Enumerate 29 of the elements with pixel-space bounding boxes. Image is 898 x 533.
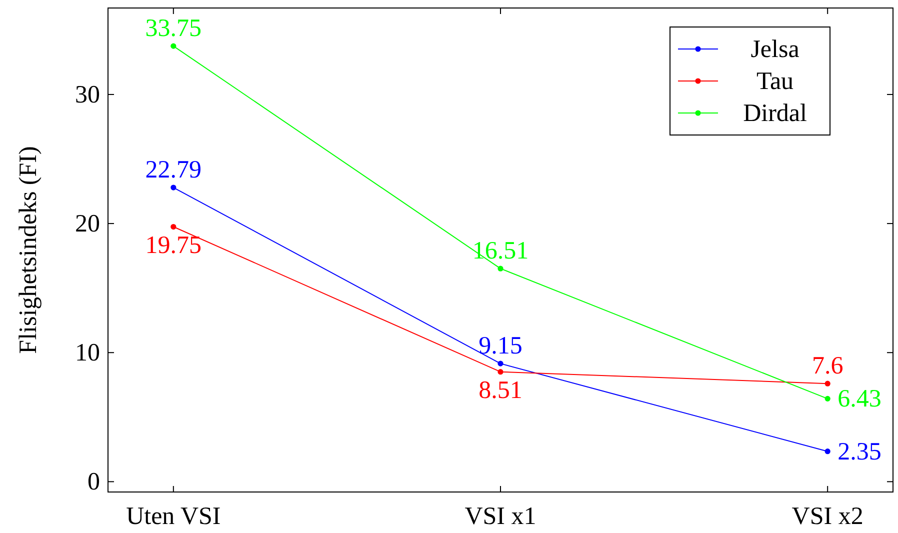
- y-tick-label: 30: [75, 81, 100, 108]
- legend-label: Tau: [756, 68, 794, 95]
- y-tick-label: 0: [88, 468, 100, 496]
- x-tick-label: Uten VSI: [126, 503, 221, 530]
- legend-label: Dirdal: [743, 100, 807, 127]
- data-label: 19.75: [145, 232, 202, 259]
- data-label: 16.51: [472, 238, 529, 265]
- y-tick-label: 10: [75, 340, 100, 367]
- point: [824, 380, 830, 386]
- x-tick-label: VSI x1: [464, 503, 536, 530]
- point: [824, 448, 830, 454]
- point: [170, 184, 176, 190]
- legend-label: Jelsa: [750, 36, 800, 63]
- x-tick-label: VSI x2: [792, 503, 864, 530]
- data-label: 2.35: [838, 438, 882, 466]
- y-tick-label: 20: [75, 210, 100, 238]
- point: [170, 224, 176, 230]
- data-label: 9.15: [478, 332, 522, 360]
- point: [170, 43, 176, 49]
- data-label: 33.75: [145, 15, 202, 42]
- point: [498, 360, 504, 366]
- data-label: 6.43: [838, 386, 882, 413]
- point: [498, 266, 504, 272]
- point: [498, 369, 504, 375]
- point: [824, 396, 830, 402]
- data-label: 7.6: [812, 352, 844, 380]
- y-axis-title: Flisighetsindeks (FI): [15, 146, 42, 354]
- data-label: 8.51: [478, 376, 522, 404]
- data-label: 22.79: [145, 156, 202, 184]
